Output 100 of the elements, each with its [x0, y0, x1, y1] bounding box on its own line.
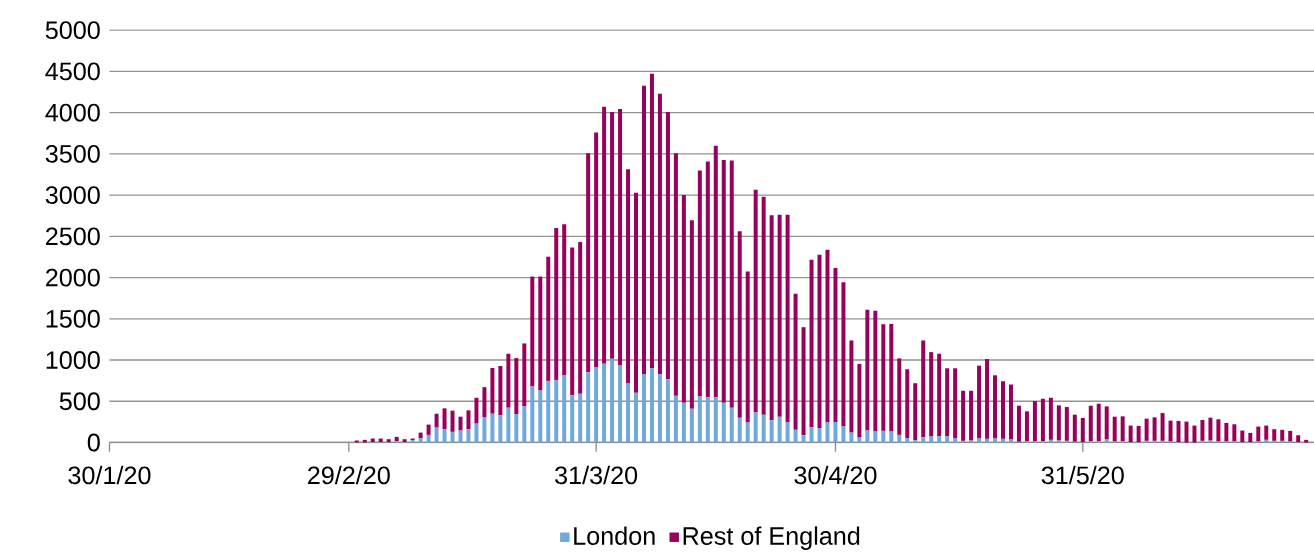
bar [785, 422, 790, 443]
bar [498, 366, 503, 416]
y-tick-label: 3000 [45, 186, 100, 205]
bar [1088, 405, 1093, 442]
bar [562, 375, 567, 443]
bar [817, 428, 822, 443]
bar [1232, 424, 1237, 442]
bar [490, 413, 495, 443]
bar [1080, 418, 1085, 443]
bar [681, 195, 686, 403]
bar [809, 259, 814, 428]
bar [618, 365, 623, 443]
bar [1280, 429, 1285, 441]
bar [825, 249, 830, 423]
bar [602, 363, 607, 443]
x-tick-label: 31/5/20 [1041, 465, 1124, 485]
bar [777, 214, 782, 417]
bar [474, 397, 479, 424]
bar [1144, 418, 1149, 441]
bar [665, 379, 670, 443]
bar [554, 379, 559, 443]
bar [881, 430, 886, 443]
bar [889, 323, 894, 432]
bar [514, 414, 519, 443]
bar [649, 73, 654, 369]
bar [1072, 414, 1077, 442]
bar [745, 422, 750, 443]
bar [681, 402, 686, 443]
bar [969, 390, 974, 441]
bar [809, 427, 814, 443]
bar [426, 424, 431, 435]
bar [713, 145, 718, 398]
bar [961, 390, 966, 441]
bar [522, 406, 527, 443]
bar [849, 432, 854, 443]
bar [945, 368, 950, 437]
bar [546, 256, 551, 381]
x-tick-label: 30/4/20 [794, 465, 877, 485]
y-tick-label: 500 [59, 392, 100, 411]
bar [673, 395, 678, 443]
bar [841, 282, 846, 427]
bar [1104, 406, 1109, 440]
bar [594, 132, 599, 368]
bar [889, 431, 894, 443]
bar [769, 215, 774, 421]
bar [865, 430, 870, 443]
bar [1008, 384, 1013, 440]
bar [985, 359, 990, 439]
bar [801, 327, 806, 436]
bar [721, 160, 726, 403]
bar [538, 390, 543, 443]
bar [785, 214, 790, 423]
bar [1160, 413, 1165, 441]
bar [937, 353, 942, 437]
bar [905, 369, 910, 439]
bar [546, 380, 551, 443]
bar [610, 358, 615, 443]
bar [1056, 405, 1061, 441]
bar [825, 422, 830, 443]
bar [897, 434, 902, 443]
bar [977, 365, 982, 439]
bar [1032, 401, 1037, 442]
bar [1040, 398, 1045, 442]
bar [1048, 397, 1053, 440]
bar [721, 402, 726, 443]
bar [578, 393, 583, 443]
bar [1200, 420, 1205, 441]
bar [418, 432, 423, 439]
bar [657, 93, 662, 375]
bar [594, 367, 599, 443]
bar [649, 368, 654, 443]
bar [689, 408, 694, 443]
bar [657, 374, 662, 443]
bar [450, 410, 455, 432]
bar [602, 106, 607, 364]
bar [506, 407, 511, 443]
bar [865, 309, 870, 431]
bar [434, 413, 439, 428]
bar [434, 427, 439, 443]
bar [378, 438, 383, 443]
x-tick-label: 31/3/20 [555, 465, 638, 485]
bar [801, 435, 806, 443]
bar [737, 231, 742, 418]
bar [634, 192, 639, 393]
bar [610, 112, 615, 359]
bar [1064, 407, 1069, 441]
bar [498, 415, 503, 443]
y-tick-label: 1500 [46, 309, 100, 328]
bar [833, 268, 838, 423]
bar [1288, 430, 1293, 442]
bar [849, 340, 854, 433]
bar [530, 386, 535, 443]
bar [1240, 430, 1245, 443]
y-tick-label: 4500 [45, 62, 100, 81]
bar [897, 358, 902, 435]
bar [442, 429, 447, 443]
y-tick-label: 2500 [46, 227, 100, 246]
bar [1216, 419, 1221, 442]
bar [618, 109, 623, 366]
legend-label: London [574, 526, 655, 545]
